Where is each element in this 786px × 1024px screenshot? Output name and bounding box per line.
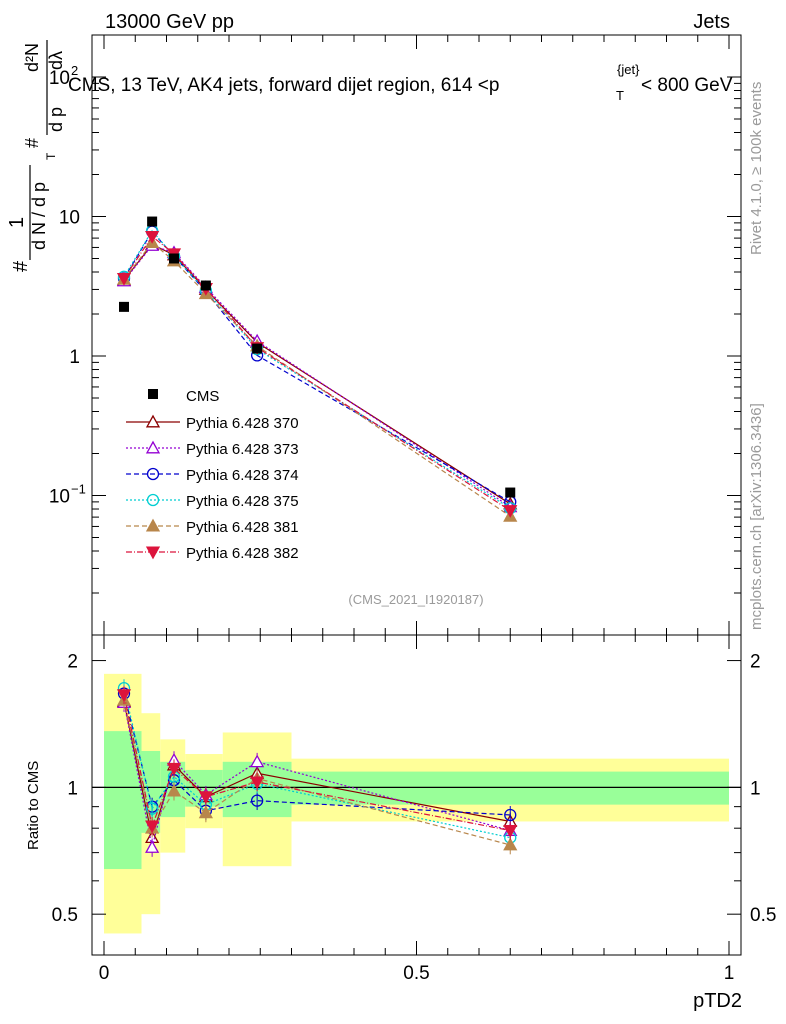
ratio-y-ticks: 2 2 1 1 0.5 0.5 (52, 652, 776, 956)
ratio-point-p374 (504, 808, 517, 822)
mcplots-label: mcplots.cern.ch [arXiv:1306.3436] (748, 403, 765, 630)
ratio-line-p373 (123, 702, 511, 848)
legend-label-cms: CMS (186, 388, 219, 405)
ratio-y-tick-label-left: 1 (67, 778, 78, 799)
main-y-tick-label: 10 (49, 68, 70, 89)
ylabel-d2n: d²N (22, 43, 42, 72)
series-line-p374 (123, 230, 511, 503)
title-sub: T (616, 88, 624, 103)
ratio-point-p373 (250, 754, 265, 768)
legend-marker-p373 (145, 440, 161, 454)
legend-marker-p374 (146, 467, 160, 481)
ylabel-hash-1: # (10, 260, 32, 272)
legend-label-382: Pythia 6.428 382 (186, 545, 299, 562)
plot-title: CMS, 13 TeV, AK4 jets, forward dijet reg… (68, 62, 733, 103)
ratio-plot-data (116, 679, 518, 857)
ratio-point-p382 (116, 689, 132, 702)
ratio-uncertainty-bands (92, 673, 741, 934)
x-tick-label: 0.5 (403, 963, 429, 984)
ratio-line-p374 (123, 693, 511, 816)
series-line-p373 (123, 244, 511, 508)
main-y-tick-label: 1 (69, 347, 80, 368)
legend-marker-cms (148, 389, 158, 399)
ratio-line-p381 (123, 700, 511, 846)
ratio-point-p375 (145, 802, 159, 815)
main-y-tick-label: 10 (49, 486, 70, 507)
main-ylabel: # 1 d N / d p T # d p d²N dλ (6, 40, 66, 272)
ratio-point-p382 (503, 825, 518, 838)
series-line-p382 (123, 235, 511, 512)
point-cms (147, 216, 158, 227)
x-axis-ticks: 0 0.5 1 (99, 35, 735, 984)
ylabel-one: 1 (6, 217, 28, 228)
ratio-point-p374 (250, 794, 264, 807)
ratio-point-p381 (166, 783, 182, 797)
title-main: CMS, 13 TeV, AK4 jets, forward dijet reg… (68, 75, 499, 96)
point-cms (252, 343, 263, 354)
series-line-p375 (123, 229, 511, 509)
x-tick-label: 0 (99, 963, 110, 984)
legend-label-370: Pythia 6.428 370 (186, 415, 299, 432)
series-line-p381 (123, 241, 511, 517)
ylabel-dp: d p (46, 107, 66, 132)
point-cms (200, 280, 211, 291)
ratio-point-p373 (145, 840, 160, 853)
legend-label-375: Pythia 6.428 375 (186, 493, 299, 510)
main-plot-data (116, 216, 518, 522)
ratio-ylabel: Ratio to CMS (25, 761, 42, 850)
ratio-line-p370 (123, 701, 511, 838)
point-cms (119, 301, 129, 312)
ratio-point-p381 (503, 837, 518, 851)
legend-marker-p370 (145, 414, 161, 428)
series-line-p370 (123, 243, 511, 505)
ratio-y-tick-label-right: 0.5 (750, 905, 776, 926)
ratio-point-p382 (198, 791, 213, 805)
legend-marker-p381 (145, 518, 161, 532)
ratio-point-p382 (145, 820, 160, 834)
header-right: Jets (693, 11, 730, 33)
ratio-y-tick-label-right: 1 (750, 778, 761, 799)
title-end: < 800 GeV (641, 75, 733, 96)
ratio-point-p382 (250, 776, 265, 790)
band-inner (291, 771, 729, 805)
main-y-tick-exponent: −1 (71, 481, 86, 496)
ylabel-dn: d N / d p (29, 182, 49, 250)
ratio-y-tick-label-left: 2 (67, 652, 78, 673)
point-cms (169, 253, 179, 264)
legend-marker-p382 (145, 546, 161, 560)
ratio-y-tick-label-left: 0.5 (52, 905, 78, 926)
main-y-tick-exponent: 2 (71, 63, 78, 78)
ylabel-hash-2: # (22, 138, 42, 148)
x-tick-label: 1 (724, 963, 735, 984)
legend-marker-p375 (146, 493, 160, 507)
legend: CMS Pythia 6.428 370 Pythia 6.428 373 Py… (126, 388, 299, 562)
ratio-line-p382 (123, 694, 511, 832)
rivet-label: Rivet 4.1.0, ≥ 100k events (748, 82, 765, 255)
point-p382 (503, 505, 518, 518)
ratio-y-tick-label-right: 2 (750, 652, 761, 673)
legend-label-373: Pythia 6.428 373 (186, 441, 299, 458)
point-cms (505, 487, 516, 498)
legend-label-381: Pythia 6.428 381 (186, 519, 299, 536)
main-y-tick-label: 10 (59, 207, 80, 228)
ratio-point-p381 (198, 805, 213, 819)
header-left: 13000 GeV pp (105, 11, 234, 33)
x-axis-label: pTD2 (693, 990, 742, 1012)
legend-label-374: Pythia 6.428 374 (186, 467, 299, 484)
point-p382 (116, 272, 132, 286)
ylabel-t-sub: T (44, 152, 58, 160)
ratio-point-p382 (166, 762, 182, 776)
title-sup: {jet} (617, 62, 640, 77)
ylabel-dlambda: dλ (46, 51, 66, 70)
analysis-watermark: (CMS_2021_I1920187) (348, 592, 483, 607)
point-p382 (145, 230, 160, 244)
